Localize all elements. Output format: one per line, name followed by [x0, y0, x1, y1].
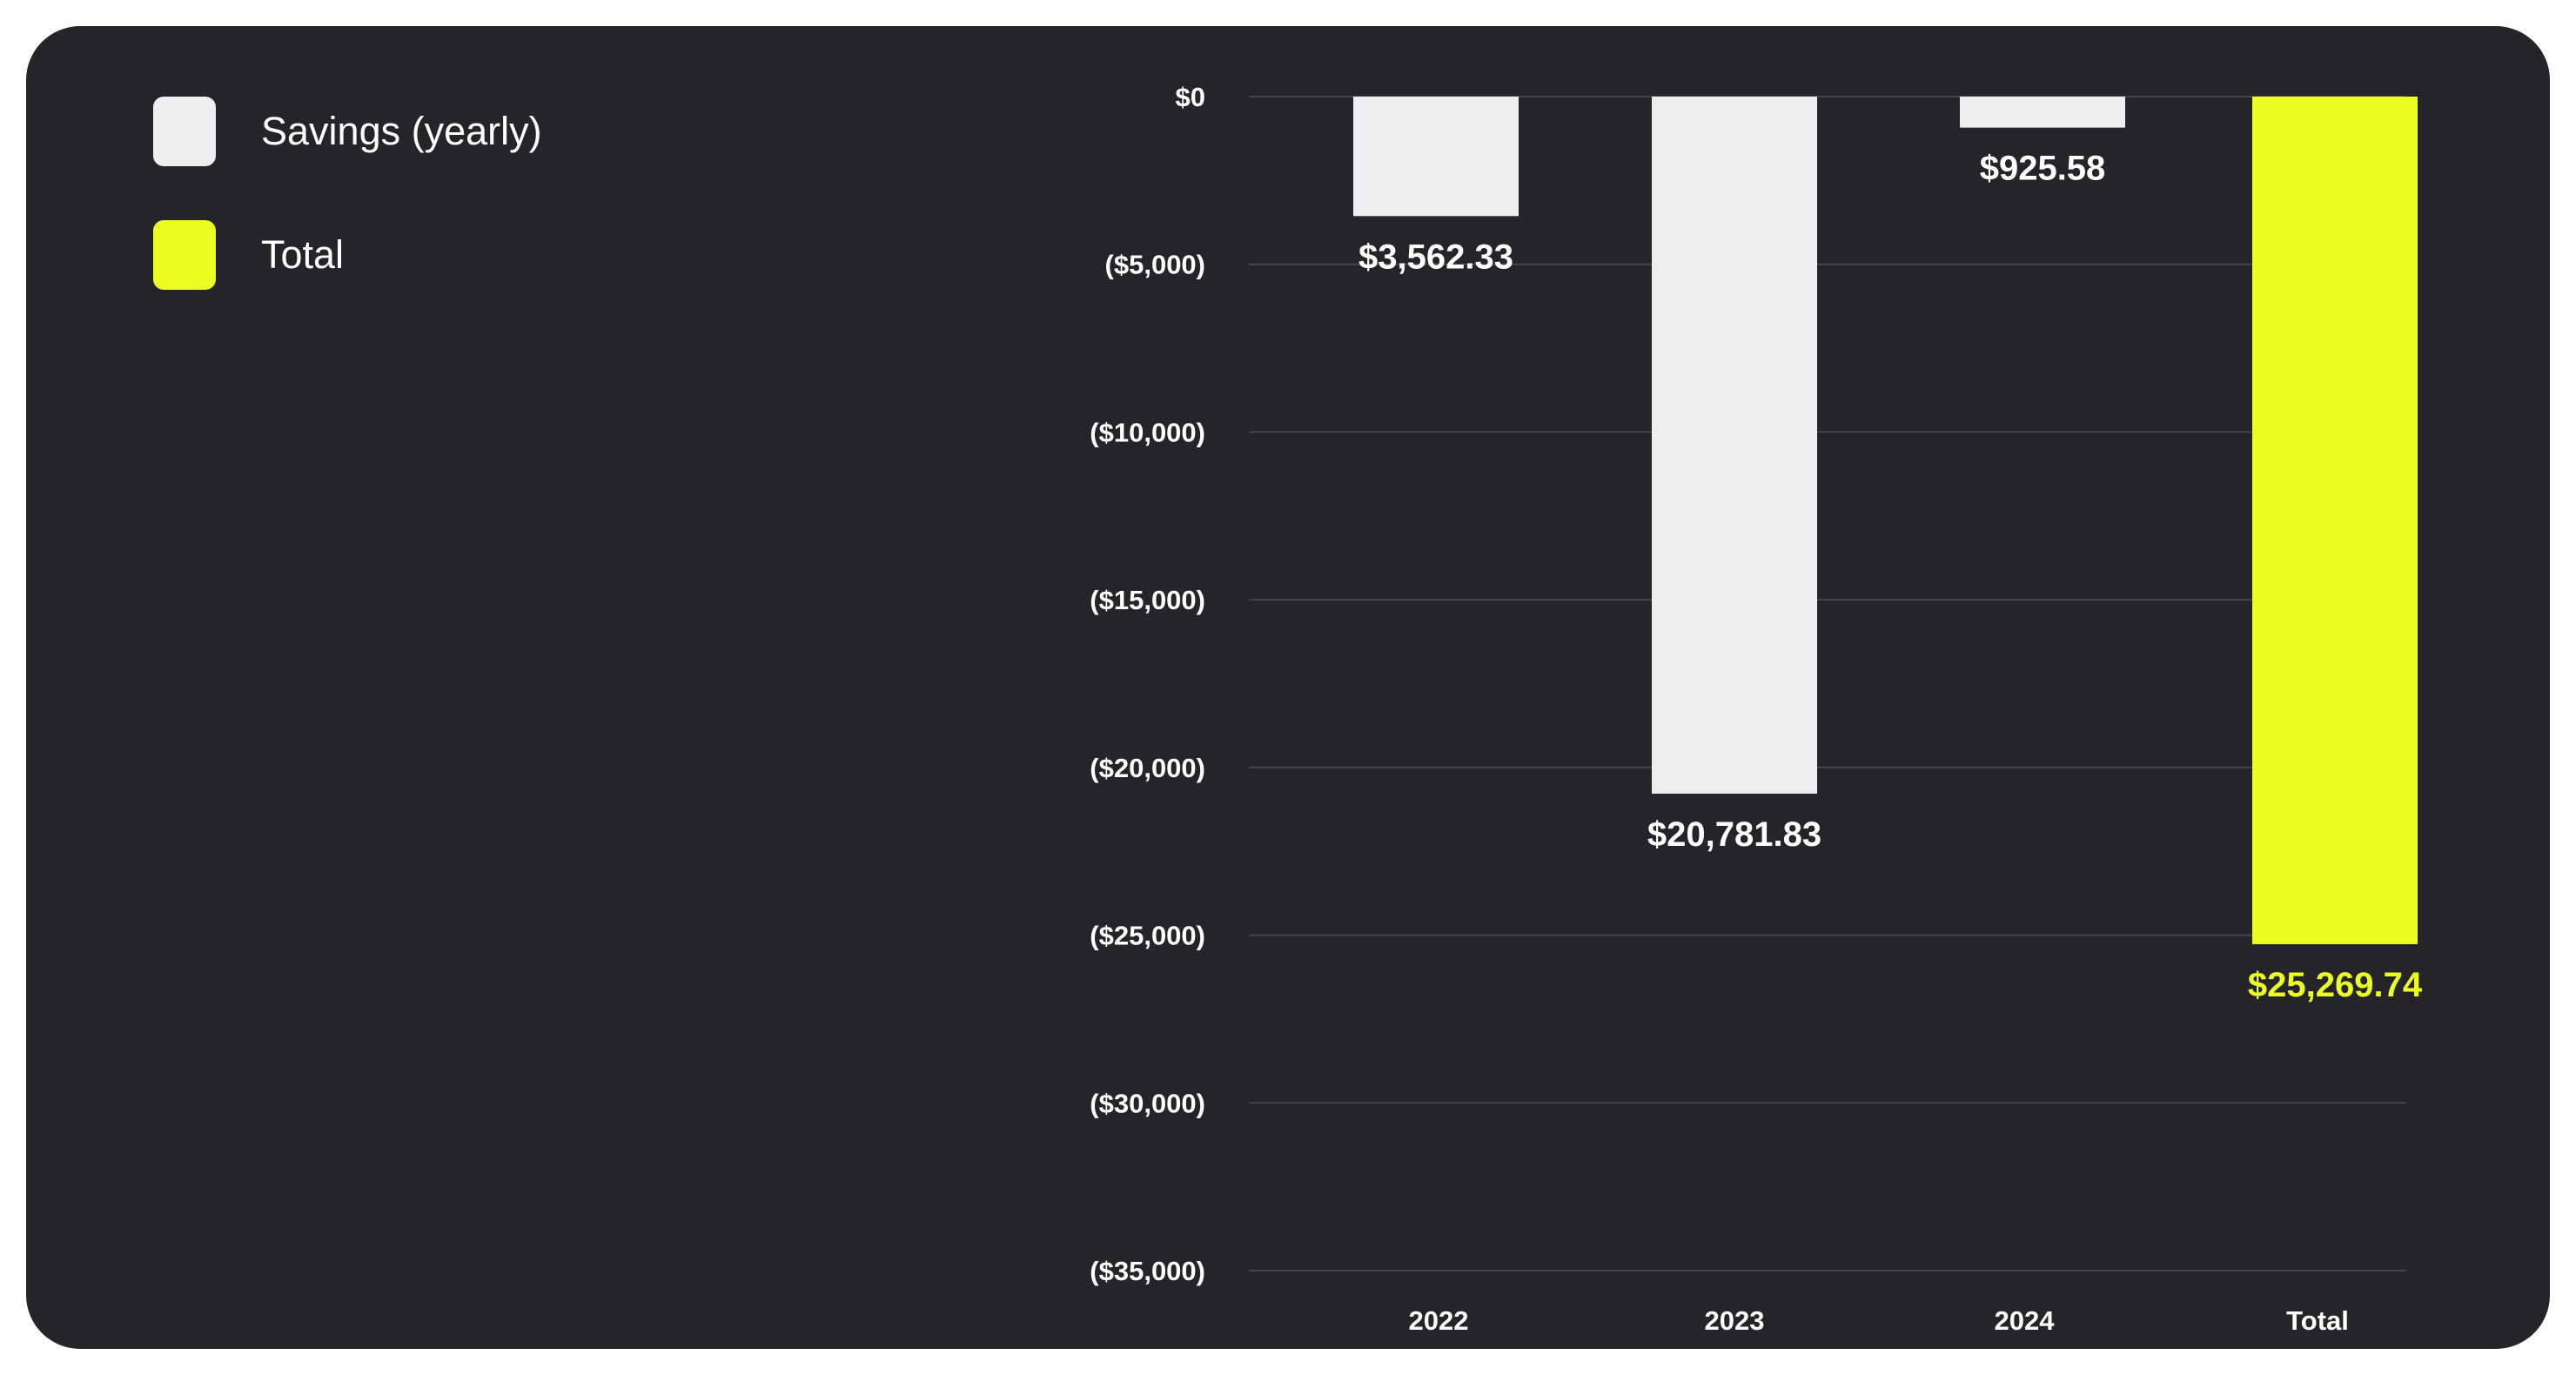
- x-tick-label: 2023: [1705, 1305, 1765, 1336]
- data-label: $25,269.74: [2248, 966, 2423, 1004]
- y-tick-label: ($10,000): [1090, 417, 1205, 447]
- bar-total: [2252, 97, 2418, 944]
- legend-label-total: Total: [261, 232, 345, 277]
- x-tick-label: Total: [2286, 1305, 2349, 1336]
- x-tick-label: 2024: [1995, 1305, 2056, 1336]
- x-tick-label: 2022: [1409, 1305, 1469, 1336]
- y-tick-label: ($30,000): [1090, 1088, 1205, 1118]
- legend-label-savings: Savings (yearly): [261, 109, 542, 153]
- y-tick-label: $0: [1176, 82, 1205, 112]
- y-tick-label: ($35,000): [1090, 1256, 1205, 1286]
- data-label: $925.58: [1980, 150, 2106, 188]
- data-label: $3,562.33: [1358, 238, 1513, 276]
- bar-2022: [1353, 97, 1519, 217]
- legend-item-savings: Savings (yearly): [153, 97, 542, 166]
- legend-swatch-savings: [153, 97, 216, 166]
- y-tick-label: ($20,000): [1090, 753, 1205, 783]
- chart-panel: [26, 26, 2550, 1349]
- legend-item-total: Total: [153, 220, 344, 290]
- bar-2024: [1960, 97, 2125, 128]
- data-label: $20,781.83: [1647, 815, 1821, 854]
- y-tick-label: ($5,000): [1105, 250, 1205, 280]
- bar-2023: [1652, 97, 1817, 794]
- legend-swatch-total: [153, 220, 216, 290]
- y-tick-label: ($25,000): [1090, 921, 1205, 951]
- y-tick-label: ($15,000): [1090, 585, 1205, 615]
